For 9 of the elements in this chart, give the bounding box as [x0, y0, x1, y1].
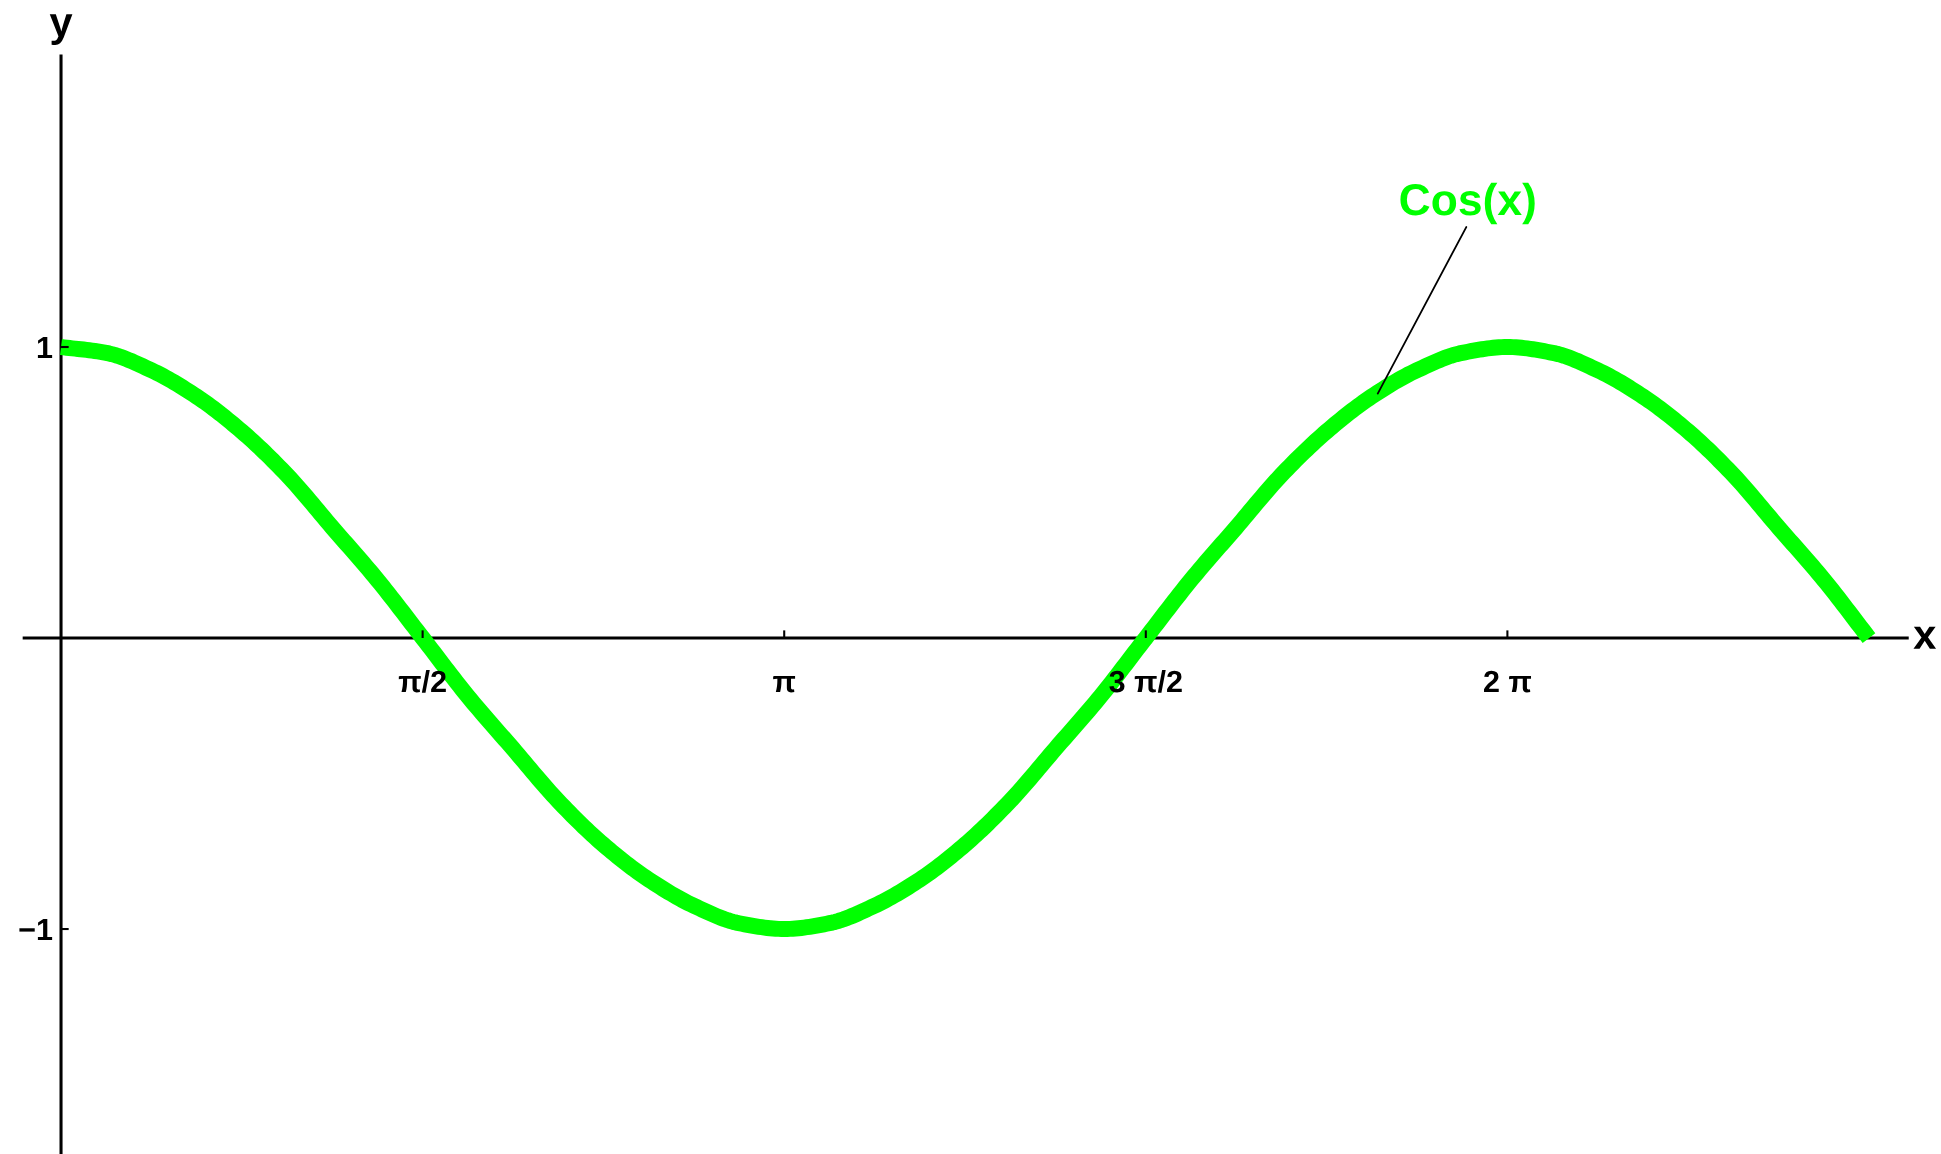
- annotation: Cos(x): [1400, 182, 1535, 225]
- x-tick-label: 2 π: [1484, 670, 1532, 693]
- y-axis-title: y: [49, 14, 73, 45]
- y-tick-label: −1: [19, 919, 53, 941]
- x-tick-label: π: [773, 675, 796, 693]
- x-tick-label: π/2: [398, 669, 446, 693]
- x-tick-label: 3 π/2: [1109, 669, 1182, 693]
- x-axis-title: x: [1913, 626, 1937, 649]
- y-tick-label: 1: [37, 337, 53, 359]
